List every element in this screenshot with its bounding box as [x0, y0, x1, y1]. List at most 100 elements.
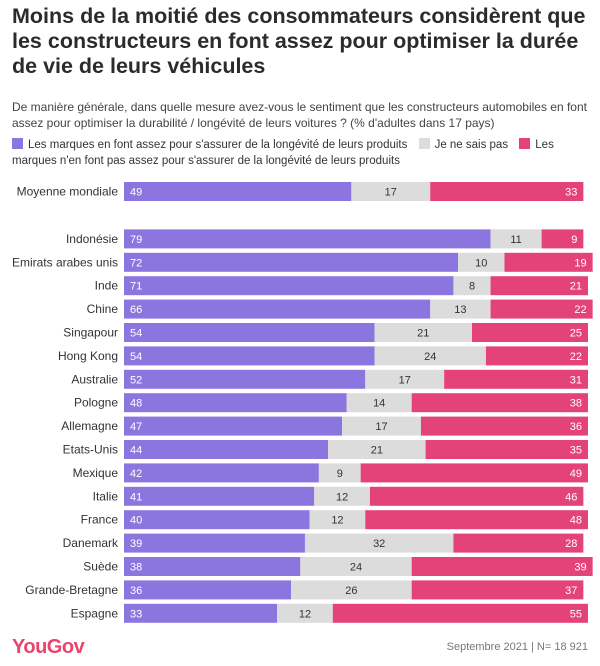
value-label-unknown-danemark: 32 [373, 538, 385, 550]
legend-item-not-enough: Les marques n'en font pas assez pour s'a… [12, 138, 554, 167]
value-label-not-enough-moyenne-mondiale: 33 [565, 187, 577, 199]
bar-not-enough-australie [444, 369, 588, 389]
bar-not-enough-emirats-arabes-unis [504, 252, 593, 272]
bar-enough-allemagne [124, 416, 343, 436]
bar-enough-danemark [124, 533, 305, 553]
value-label-enough-danemark: 39 [130, 538, 142, 550]
yougov-logo: YouGov [12, 636, 85, 658]
category-label-indonesie: Indonésie [66, 232, 118, 246]
value-label-enough-inde: 71 [130, 281, 142, 293]
value-label-enough-emirats-arabes-unis: 72 [130, 257, 142, 269]
value-label-enough-singapour: 54 [130, 328, 142, 340]
bar-unknown-danemark [304, 533, 454, 553]
value-label-unknown-france: 12 [331, 515, 343, 527]
value-label-unknown-inde: 8 [469, 281, 475, 293]
value-label-unknown-pologne: 14 [373, 398, 385, 410]
bar-enough-grande-bretagne [124, 580, 292, 600]
bar-enough-singapour [124, 323, 375, 342]
bar-unknown-etats-unis [328, 440, 426, 459]
category-label-italie: Italie [93, 489, 119, 503]
bar-unknown-allemagne [342, 416, 421, 436]
bar-not-enough-grande-bretagne [411, 580, 584, 600]
footer-note: Septembre 2021 | N= 18 921 [446, 641, 588, 653]
bar-unknown-chine [430, 299, 491, 319]
bar-not-enough-pologne [411, 393, 588, 413]
legend-swatch-unknown [418, 138, 430, 149]
bar-unknown-moyenne-mondiale [351, 182, 431, 201]
bar-unknown-italie [314, 486, 370, 506]
value-label-unknown-chine: 13 [454, 304, 466, 316]
category-label-inde: Inde [95, 279, 119, 293]
value-label-unknown-hong-kong: 24 [424, 351, 436, 363]
category-label-grande-bretagne: Grande-Bretagne [25, 583, 118, 597]
value-label-not-enough-allemagne: 36 [570, 421, 582, 433]
bar-not-enough-danemark [453, 533, 584, 553]
value-label-unknown-suede: 24 [350, 562, 362, 574]
value-label-enough-pologne: 48 [130, 398, 142, 410]
category-label-pologne: Pologne [74, 396, 118, 410]
legend-swatch-enough [12, 138, 23, 149]
value-label-enough-chine: 66 [130, 304, 142, 316]
value-label-enough-grande-bretagne: 36 [130, 585, 142, 597]
value-label-enough-allemagne: 47 [130, 421, 142, 433]
category-label-allemagne: Allemagne [61, 419, 118, 433]
bar-not-enough-chine [490, 299, 593, 319]
value-label-not-enough-france: 48 [570, 515, 582, 527]
value-label-unknown-italie: 12 [336, 491, 348, 503]
bar-unknown-hong-kong [374, 346, 486, 366]
category-label-etats-unis: Etats-Unis [63, 443, 118, 457]
value-label-enough-espagne: 33 [130, 608, 142, 620]
bar-enough-moyenne-mondiale [124, 182, 352, 201]
value-label-not-enough-singapour: 25 [570, 328, 582, 340]
bar-enough-etats-unis [124, 440, 329, 459]
bar-enough-pologne [124, 393, 347, 413]
bar-enough-espagne [124, 603, 278, 623]
value-label-not-enough-italie: 46 [565, 491, 577, 503]
value-label-not-enough-danemark: 28 [565, 538, 577, 550]
chart-title: Moins de la moitié des consommateurs con… [12, 4, 586, 78]
bar-enough-indonesie [124, 229, 491, 249]
legend-item-unknown: Je ne sais pas [418, 138, 508, 151]
bar-enough-australie [124, 369, 366, 389]
bar-not-enough-moyenne-mondiale [430, 182, 584, 201]
bar-unknown-emirats-arabes-unis [458, 252, 505, 272]
bar-unknown-grande-bretagne [291, 580, 412, 600]
bar-unknown-indonesie [490, 229, 542, 249]
value-label-enough-australie: 52 [130, 374, 142, 386]
value-label-not-enough-australie: 31 [570, 374, 582, 386]
bar-not-enough-mexique [360, 463, 588, 483]
bar-not-enough-hong-kong [485, 346, 588, 366]
value-label-enough-hong-kong: 54 [130, 351, 142, 363]
bar-enough-hong-kong [124, 346, 375, 366]
value-label-enough-moyenne-mondiale: 49 [130, 187, 142, 199]
value-label-not-enough-espagne: 55 [570, 608, 582, 620]
category-label-suede: Suède [83, 560, 118, 574]
bar-unknown-australie [365, 369, 445, 389]
value-label-enough-italie: 41 [130, 491, 142, 503]
value-label-not-enough-mexique: 49 [570, 468, 582, 480]
bar-enough-chine [124, 299, 431, 319]
value-label-not-enough-chine: 22 [574, 304, 586, 316]
category-label-france: France [81, 513, 119, 527]
value-label-unknown-allemagne: 17 [375, 421, 387, 433]
bar-not-enough-italie [369, 486, 584, 506]
bar-unknown-singapour [374, 323, 472, 342]
bar-enough-emirats-arabes-unis [124, 252, 459, 272]
value-label-not-enough-etats-unis: 35 [570, 445, 582, 457]
bar-not-enough-indonesie [541, 229, 584, 249]
category-label-singapour: Singapour [63, 326, 118, 340]
bar-enough-mexique [124, 463, 319, 483]
category-label-australie: Australie [71, 372, 118, 386]
value-label-not-enough-emirats-arabes-unis: 19 [574, 257, 586, 269]
value-label-not-enough-pologne: 38 [570, 398, 582, 410]
legend-label-enough: Les marques en font assez pour s'assurer… [28, 139, 408, 151]
bar-not-enough-inde [490, 276, 588, 296]
category-label-mexique: Mexique [73, 466, 119, 480]
bar-unknown-pologne [346, 393, 412, 413]
legend-label-not-enough: Les marques n'en font pas assez pour s'a… [12, 139, 554, 167]
value-label-enough-suede: 38 [130, 562, 142, 574]
bar-not-enough-suede [411, 557, 593, 576]
value-label-unknown-etats-unis: 21 [371, 445, 383, 457]
value-label-enough-indonesie: 79 [130, 234, 142, 246]
